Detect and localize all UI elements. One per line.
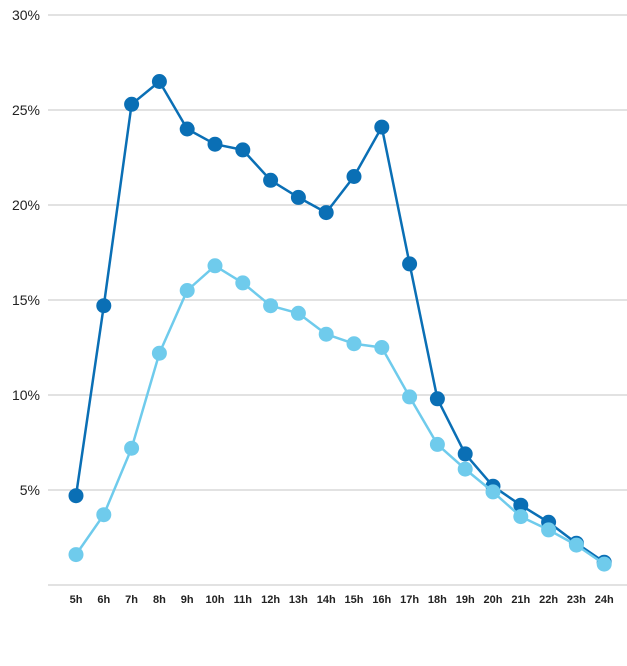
x-tick-label: 24h <box>595 594 614 606</box>
data-point <box>513 509 529 525</box>
x-tick-label: 11h <box>234 594 253 606</box>
x-tick-label: 9h <box>181 594 194 606</box>
data-point <box>374 119 390 135</box>
data-point <box>235 275 251 291</box>
data-point <box>346 169 362 184</box>
data-point <box>318 205 334 221</box>
data-point <box>346 336 362 352</box>
series-layer <box>68 74 612 572</box>
data-point <box>68 488 84 504</box>
x-tick-label: 19h <box>456 594 475 606</box>
x-tick-label: 13h <box>289 594 308 606</box>
x-tick-label: 7h <box>125 594 138 606</box>
data-point <box>207 258 223 274</box>
x-tick-label: 21h <box>511 594 530 606</box>
y-axis-tick-labels: 5% 10% 15% 20% 25% 30% <box>12 7 40 498</box>
x-tick-label: 15h <box>345 594 364 606</box>
data-point <box>290 189 306 205</box>
data-point <box>124 440 140 456</box>
x-tick-label: 20h <box>484 594 503 606</box>
data-point <box>513 497 529 513</box>
data-point <box>263 172 279 188</box>
data-point <box>96 298 112 314</box>
x-tick-label: 6h <box>97 594 110 606</box>
series-2 <box>68 258 612 572</box>
data-point <box>429 436 445 452</box>
x-axis-tick-labels: 5h 6h 7h 8h 9h 10h 11h 12h 13h 14h 15h 16h 17h 18h 19h… <box>70 594 614 606</box>
data-point <box>124 96 140 112</box>
gridlines <box>48 14 627 586</box>
y-tick-label: 20% <box>12 197 40 213</box>
x-tick-label: 17h <box>400 594 419 606</box>
x-tick-label: 8h <box>153 594 166 606</box>
data-point <box>485 484 501 500</box>
data-point <box>151 345 167 361</box>
data-point <box>318 326 334 342</box>
x-tick-label: 18h <box>428 594 447 606</box>
data-point <box>263 298 279 314</box>
x-tick-label: 5h <box>70 594 83 606</box>
data-point <box>568 537 584 553</box>
data-point <box>179 121 195 137</box>
x-tick-label: 10h <box>206 594 225 606</box>
data-point <box>402 256 418 272</box>
data-point <box>151 74 167 89</box>
y-tick-label: 30% <box>12 7 40 23</box>
y-tick-label: 10% <box>12 387 40 403</box>
series-1 <box>68 74 612 570</box>
data-point <box>429 391 445 407</box>
data-point <box>457 461 473 477</box>
x-tick-label: 14h <box>317 594 336 606</box>
data-point <box>207 136 223 152</box>
data-point <box>374 340 390 355</box>
y-tick-label: 15% <box>12 292 40 308</box>
data-point <box>68 547 84 563</box>
data-point <box>541 522 557 538</box>
y-tick-label: 5% <box>20 482 40 498</box>
data-point <box>596 556 612 572</box>
data-point <box>290 305 306 321</box>
x-tick-label: 16h <box>372 594 391 606</box>
data-point <box>402 389 418 405</box>
x-tick-label: 22h <box>539 594 558 606</box>
data-point <box>235 142 251 158</box>
x-tick-label: 12h <box>261 594 280 606</box>
data-point <box>96 507 112 523</box>
x-tick-label: 23h <box>567 594 586 606</box>
y-tick-label: 25% <box>12 102 40 118</box>
data-point <box>179 283 195 298</box>
data-point <box>457 446 473 462</box>
